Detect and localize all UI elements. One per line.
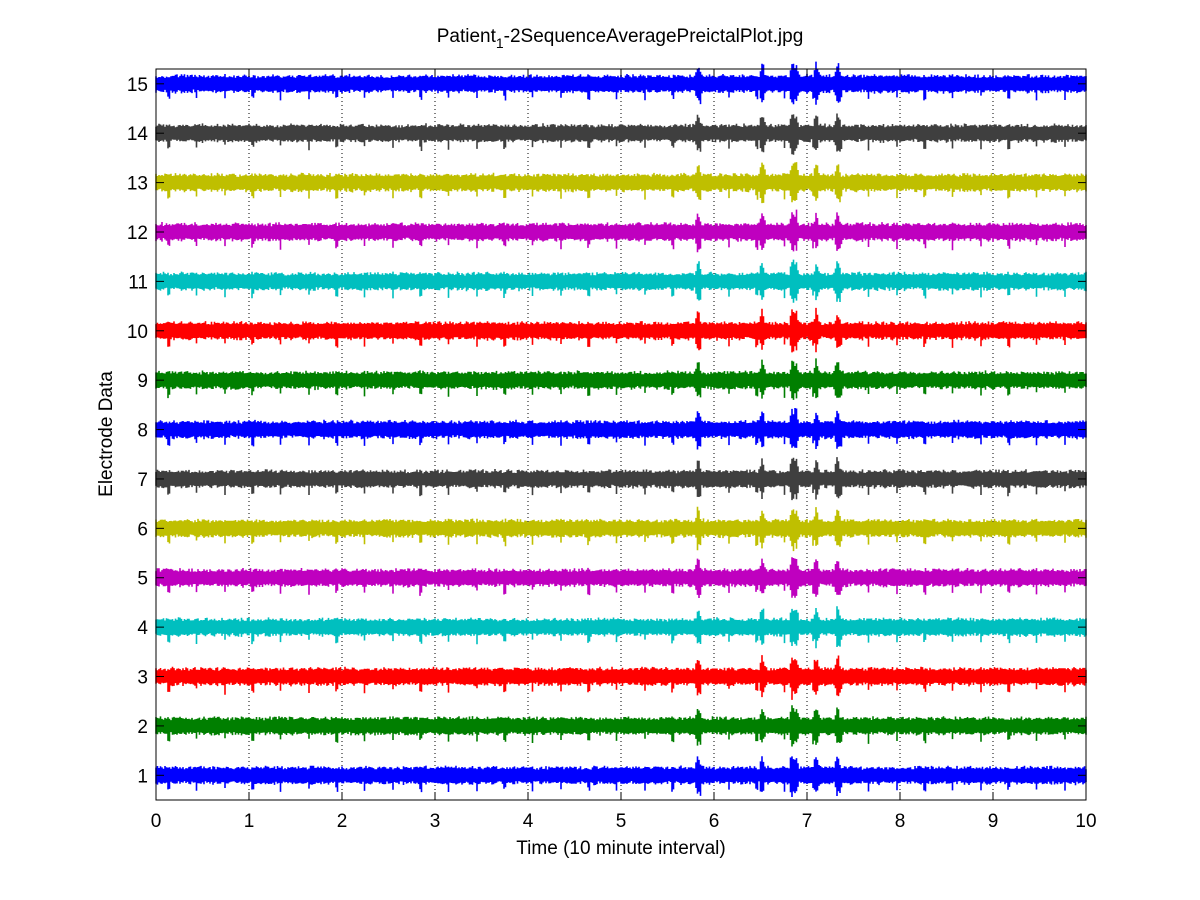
x-tick-label: 7 bbox=[802, 811, 813, 832]
x-axis: 0 1 2 3 4 5 6 7 8 9 10 bbox=[151, 69, 1097, 832]
x-tick-label: 4 bbox=[523, 811, 534, 832]
x-tick-label: 8 bbox=[895, 811, 906, 832]
x-axis-label: Time (10 minute interval) bbox=[516, 838, 725, 859]
chart-title-rest: -2SequenceAveragePreictalPlot.jpg bbox=[504, 26, 804, 47]
x-tick-label: 0 bbox=[151, 811, 162, 832]
y-tick-label: 6 bbox=[137, 519, 148, 540]
electrode-traces bbox=[155, 61, 1087, 797]
y-tick-label: 5 bbox=[137, 569, 148, 590]
y-axis-label: Electrode Data bbox=[96, 371, 117, 497]
chart-title-subscript: 1 bbox=[496, 35, 504, 51]
x-tick-label: 6 bbox=[709, 811, 720, 832]
chart-title: Patient1-2SequenceAveragePreictalPlot.jp… bbox=[437, 26, 804, 51]
x-tick-label: 3 bbox=[430, 811, 441, 832]
y-tick-label: 9 bbox=[137, 371, 148, 392]
y-tick-label: 8 bbox=[137, 421, 148, 442]
y-tick-label: 3 bbox=[137, 668, 148, 689]
y-tick-label: 11 bbox=[128, 272, 148, 293]
x-tick-label: 1 bbox=[244, 811, 255, 832]
x-tick-label: 10 bbox=[1075, 811, 1096, 832]
y-tick-label: 13 bbox=[127, 174, 148, 195]
y-tick-label: 10 bbox=[127, 322, 148, 343]
y-tick-label: 14 bbox=[127, 124, 149, 145]
y-tick-label: 15 bbox=[127, 75, 148, 96]
y-tick-label: 4 bbox=[137, 618, 148, 639]
x-tick-label: 2 bbox=[337, 811, 348, 832]
x-tick-label: 9 bbox=[988, 811, 999, 832]
chart-title-main: Patient bbox=[437, 26, 497, 47]
y-tick-label: 12 bbox=[127, 223, 148, 244]
y-tick-label: 2 bbox=[137, 717, 148, 738]
x-tick-label: 5 bbox=[616, 811, 627, 832]
y-tick-label: 7 bbox=[137, 470, 148, 491]
y-tick-label: 1 bbox=[137, 766, 148, 787]
